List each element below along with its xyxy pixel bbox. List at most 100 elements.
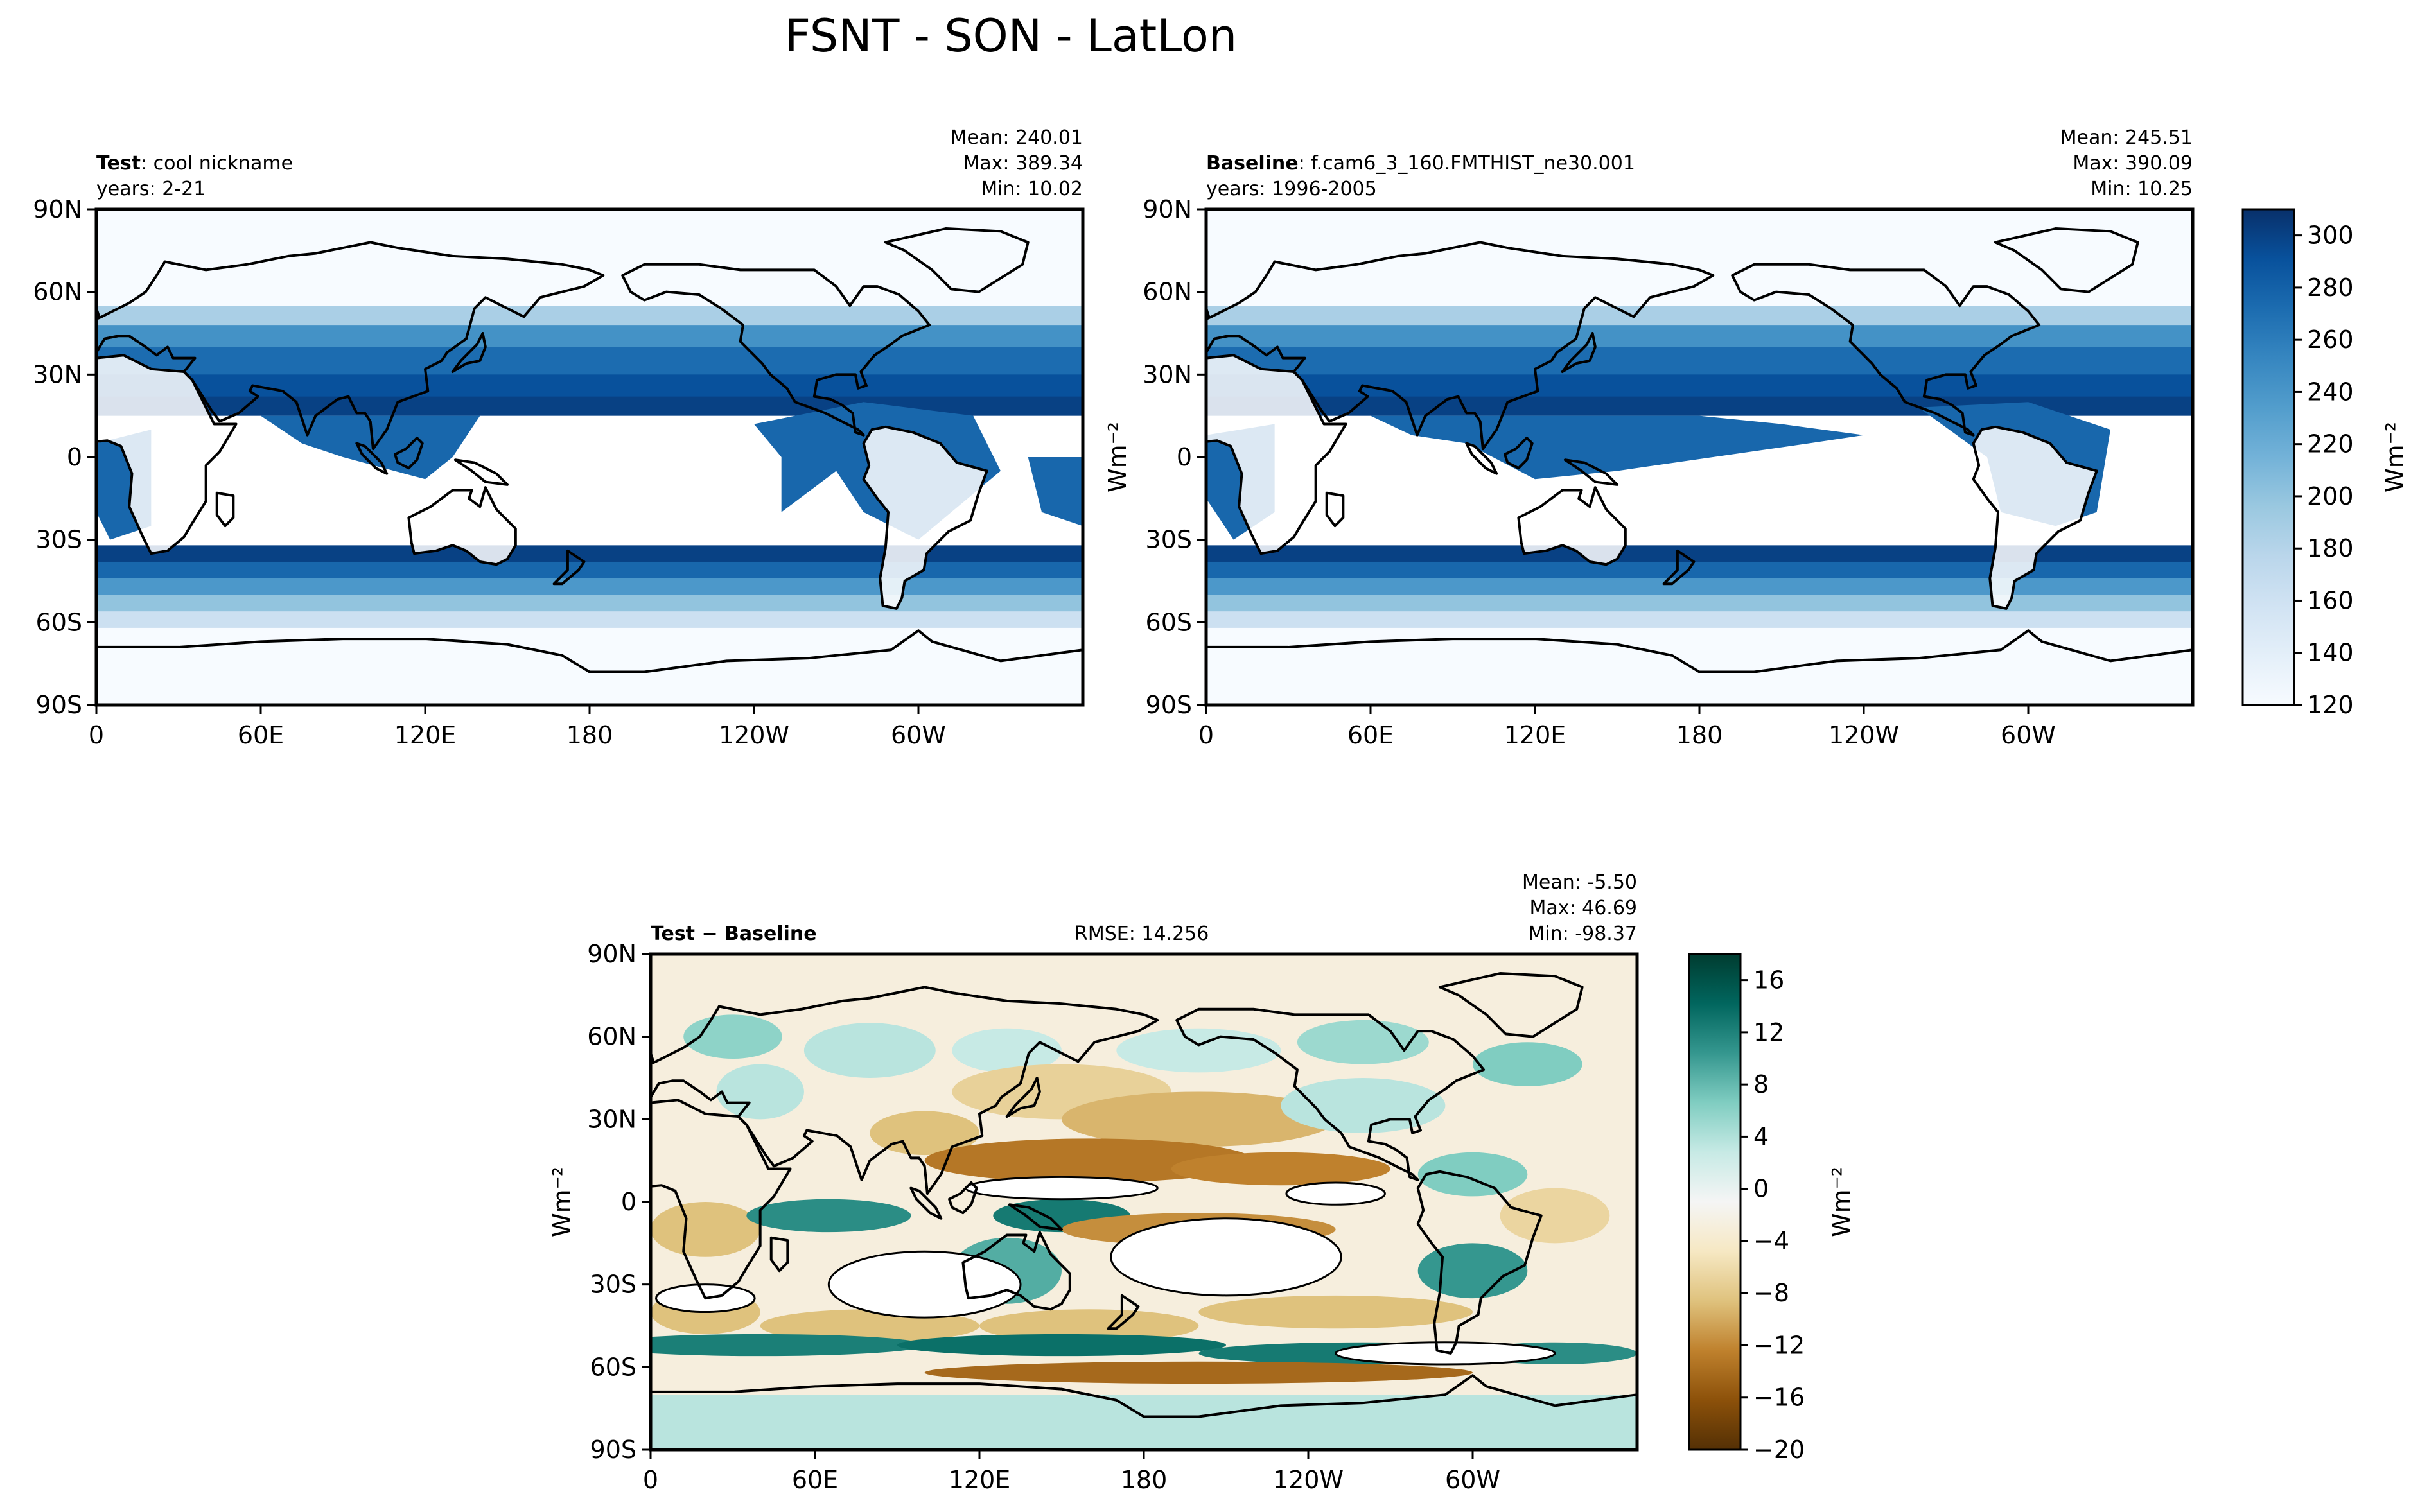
x-tick-label: 0 [1198,721,1214,749]
diff-patch-1 [803,1023,936,1078]
field-band-10 [96,611,1083,629]
x-tick-label: 60E [238,721,284,749]
diff-patch-26 [897,1334,1226,1357]
coastline [407,486,517,566]
coastline [1005,1077,1041,1118]
map-field [96,209,1083,705]
field-tongue-3 [1028,457,1083,526]
colorbar-tick-label: 140 [2307,639,2354,667]
colorbar-label: Wm⁻² [2381,422,2409,492]
field-band-2 [1206,325,2193,348]
y-tick-label: 0 [1177,443,1192,471]
y-tick-label: 60N [33,278,82,306]
panel-years: years: 2-21 [96,178,206,200]
diff-patch-10 [870,1111,979,1156]
x-tick-label: 60W [1445,1466,1500,1494]
y-tick-label: 30S [590,1271,636,1299]
coastline [1517,486,1627,566]
coastline [948,1181,978,1215]
x-tick-label: 120W [719,721,789,749]
colorbar-label: Wm⁻² [1827,1167,1855,1237]
coastline [1662,549,1696,586]
diff-patch-11 [924,1138,1254,1183]
coastline [451,332,487,374]
land-mask-2 [1973,426,2097,609]
diff-patch-29 [924,1361,1473,1384]
y-tick-label: 60S [590,1353,636,1381]
field-band-0 [1206,209,2193,307]
colorbar-tick-label: −12 [1753,1331,1805,1359]
field-band-6 [1206,545,2193,562]
coastline [769,1236,789,1273]
coastline [96,354,238,555]
coastline [651,1099,792,1300]
stat-max: Max: 46.69 [1529,897,1637,919]
y-tick-label: 90N [33,195,82,223]
colorbar-tick-label: 240 [2307,378,2354,406]
land-mask-0 [1206,355,1346,554]
coastline [96,306,101,319]
colorbar-tick-label: 180 [2307,534,2354,562]
colorbar-tick-label: 280 [2307,274,2354,302]
coastline [1206,354,1347,555]
coastline [1438,972,1584,1038]
field-band-8 [96,578,1083,596]
diff-patch-15 [651,1202,760,1257]
coastline [621,263,931,437]
diff-patch-8 [1062,1091,1336,1147]
coastline [96,241,605,451]
stat-min: Min: -98.37 [1528,923,1637,945]
land-mask-2 [863,426,987,609]
land-mask-1 [408,487,516,565]
x-tick-label: 60W [891,721,946,749]
x-tick-label: 120W [1273,1466,1344,1494]
stat-max: Max: 390.09 [2073,152,2193,175]
x-tick-label: 120E [394,721,457,749]
field-band-7 [96,561,1083,579]
y-tick-label: 60S [36,608,82,636]
x-tick-label: 120E [1504,721,1566,749]
y-tick-label: 90N [587,940,636,968]
colorbar-tick-label: 0 [1753,1175,1769,1203]
coastline [1416,1170,1543,1355]
field-band-3 [1206,347,2193,376]
y-tick-label: 30N [33,360,82,388]
colorbar [2241,208,2295,706]
stat-min: Min: 10.02 [981,178,1083,200]
colorbar-tick-label: 220 [2307,430,2354,458]
diff-patch-12 [1171,1152,1390,1186]
diff-patch-14 [1500,1188,1610,1244]
coastline [884,227,1030,293]
coastline [453,458,509,486]
stat-mean: Mean: -5.50 [1522,871,1637,894]
colorbar [1688,953,1742,1451]
y-tick-label: 30N [1143,360,1192,388]
panel-years: years: 1996-2005 [1206,178,1377,200]
diff-patch-6 [716,1064,804,1120]
coastline [1107,1294,1140,1330]
coastline [651,986,1159,1195]
colorbar-tick-label: 12 [1753,1018,1784,1047]
panel-label: Baseline: f.cam6_3_160.FMTHIST_ne30.001 [1206,152,1635,175]
diff-patch-9 [1281,1078,1446,1133]
y-tick-label: 30N [587,1105,636,1133]
x-tick-label: 180 [1121,1466,1168,1494]
field-band-9 [1206,595,2193,613]
diff-patch-25 [651,1334,925,1357]
field-band-1 [1206,306,2193,326]
x-tick-label: 60W [2001,721,2056,749]
coastline [1731,263,2041,437]
field-band-3 [96,347,1083,376]
colorbar-tick-label: 200 [2307,482,2354,510]
field-band-1 [96,306,1083,326]
land-mask-1 [1518,487,1626,565]
colorbar-tick-label: −20 [1753,1436,1805,1464]
x-tick-label: 0 [89,721,104,749]
field-band-11 [1206,627,2193,705]
colorbar-tick-label: 120 [2307,691,2354,719]
field-band-9 [96,595,1083,613]
field-band-7 [1206,561,2193,579]
stat-min: Min: 10.25 [2091,178,2193,200]
colorbar-tick-label: 16 [1753,966,1784,995]
